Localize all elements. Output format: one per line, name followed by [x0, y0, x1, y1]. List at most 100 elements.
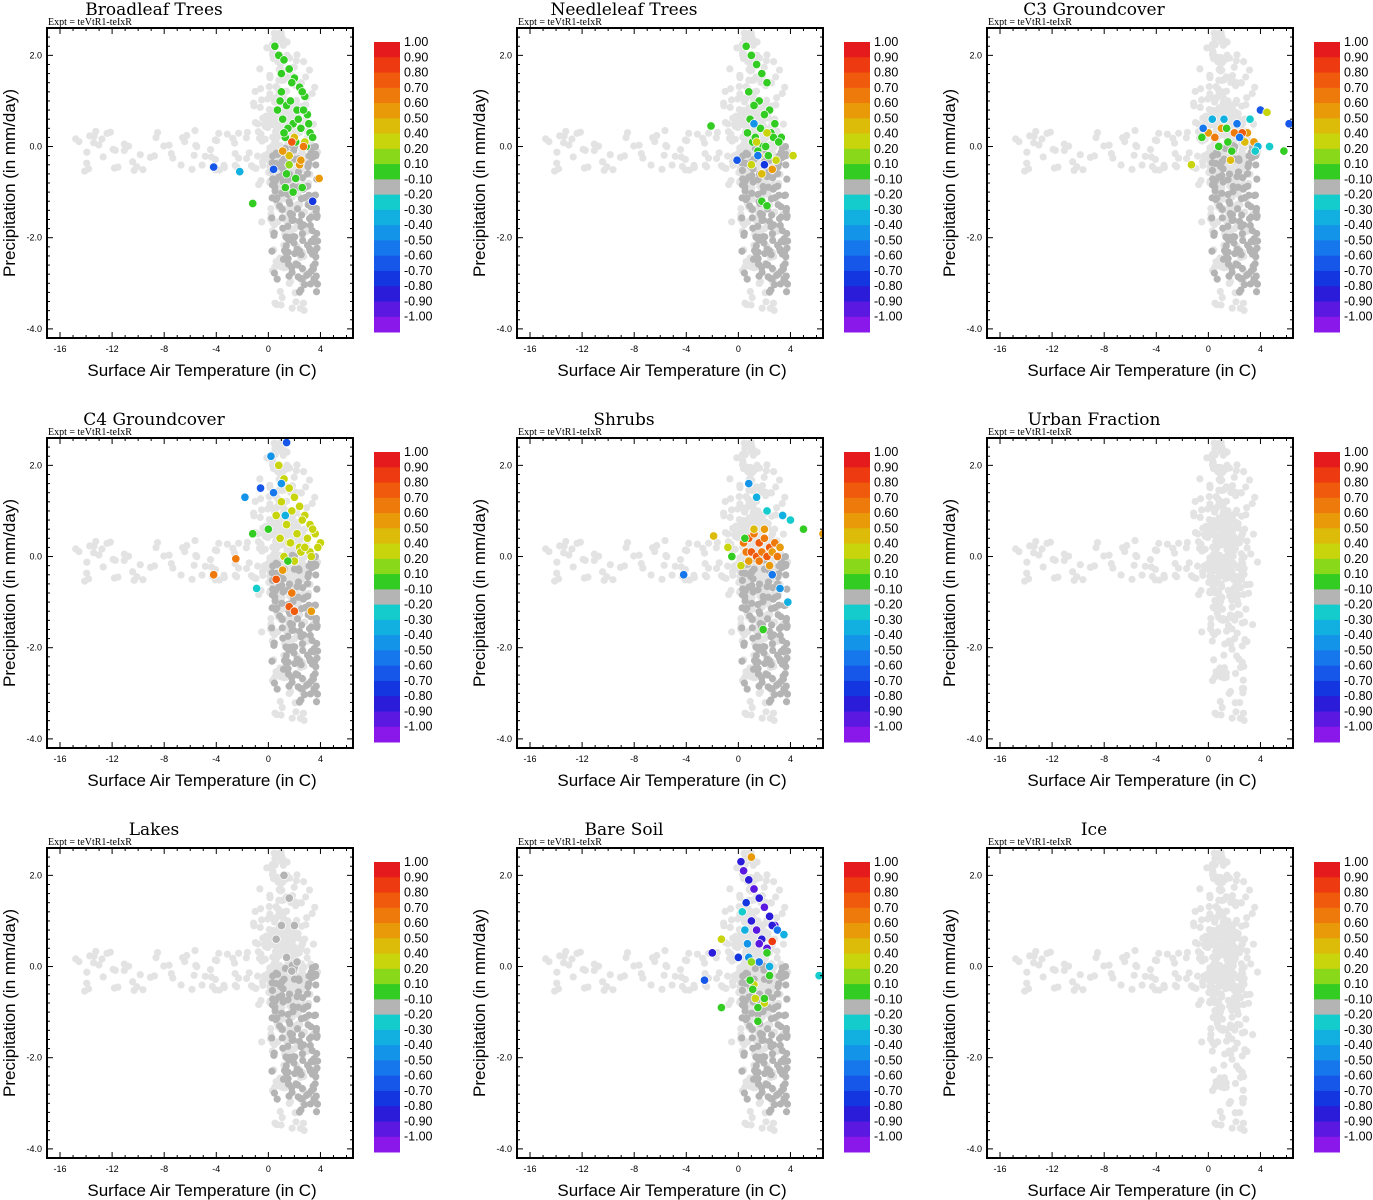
background-point	[734, 123, 742, 132]
data-point	[709, 531, 719, 541]
colorbar-label: 0.40	[1344, 537, 1368, 551]
colorbar-swatch	[844, 270, 870, 287]
neutral-point	[270, 231, 278, 239]
neutral-point	[298, 230, 307, 238]
colorbar-label: -0.80	[1344, 689, 1373, 703]
data-point	[752, 137, 762, 147]
y-tick-label: -4.0	[26, 734, 42, 744]
background-point	[165, 551, 173, 559]
neutral-point	[299, 646, 307, 655]
neutral-point	[782, 272, 790, 280]
background-point	[1070, 166, 1078, 174]
neutral-point	[782, 207, 790, 215]
data-point	[1232, 119, 1242, 129]
background-point	[1197, 587, 1205, 595]
colorbar-label: -0.30	[874, 613, 903, 627]
background-point	[580, 164, 589, 172]
background-point	[1043, 539, 1051, 547]
data-point	[741, 41, 751, 51]
background-point	[700, 549, 709, 557]
background-point	[1194, 152, 1202, 160]
data-point	[275, 96, 285, 106]
background-point	[286, 687, 295, 696]
background-point	[653, 541, 661, 550]
colorbar-label: -0.70	[874, 674, 903, 688]
background-point	[1207, 205, 1215, 213]
data-point	[285, 96, 296, 106]
background-point	[568, 545, 576, 553]
colorbar-label: 0.20	[404, 142, 428, 156]
colorbar-label: -0.10	[874, 172, 903, 186]
colorbar-swatch	[844, 543, 870, 560]
background-point	[299, 467, 308, 476]
background-point	[724, 530, 732, 538]
colorbar-label: -0.20	[1344, 188, 1373, 202]
colorbar-label: 0.90	[404, 460, 428, 474]
background-point	[193, 553, 201, 561]
background-point	[292, 877, 300, 885]
background-point	[1226, 687, 1235, 696]
neutral-point	[739, 175, 747, 183]
colorbar-swatch	[374, 270, 400, 287]
colorbar-swatch	[844, 164, 870, 180]
neutral-point	[750, 246, 759, 255]
background-point	[267, 205, 275, 213]
background-point	[1239, 299, 1248, 307]
background-point	[599, 568, 607, 576]
background-point	[1217, 673, 1225, 681]
background-point	[1205, 515, 1213, 524]
neutral-point	[783, 280, 792, 288]
background-point	[1216, 287, 1224, 296]
data-point	[276, 69, 286, 79]
colorbar-label: -0.30	[1344, 203, 1373, 217]
background-point	[1218, 703, 1226, 712]
background-point	[165, 141, 173, 149]
colorbar-swatch	[374, 57, 400, 74]
background-point	[1227, 75, 1235, 83]
colorbar-label: 1.00	[874, 35, 898, 49]
neutral-point	[776, 247, 784, 255]
background-point	[1128, 575, 1136, 583]
background-point	[272, 83, 280, 91]
background-point	[1238, 512, 1246, 520]
colorbar-swatch	[844, 225, 870, 241]
data-point	[767, 570, 777, 580]
neutral-point	[781, 670, 789, 678]
colorbar-swatch	[374, 286, 400, 302]
background-point	[1208, 563, 1216, 571]
neutral-point	[276, 612, 284, 620]
data-point	[788, 151, 798, 161]
background-point	[663, 553, 671, 561]
background-point	[1211, 95, 1219, 104]
colorbar-label: 0.10	[874, 157, 898, 171]
background-point	[177, 571, 185, 579]
background-point	[1105, 141, 1113, 149]
background-point	[735, 515, 743, 524]
background-point	[775, 66, 784, 74]
background-point	[146, 153, 155, 161]
background-point	[1206, 71, 1214, 79]
background-point	[234, 154, 243, 162]
background-point	[542, 545, 550, 553]
background-point	[1203, 44, 1211, 52]
neutral-point	[755, 682, 763, 690]
neutral-point	[297, 211, 306, 219]
background-point	[713, 538, 721, 547]
neutral-point	[777, 203, 785, 211]
background-point	[693, 130, 701, 138]
background-point	[256, 513, 264, 521]
background-point	[278, 293, 286, 302]
background-point	[272, 440, 280, 448]
background-point	[758, 304, 766, 312]
colorbar-label: -0.50	[874, 643, 903, 657]
background-point	[1199, 524, 1207, 532]
background-point	[1226, 164, 1234, 172]
background-point	[1228, 603, 1236, 611]
background-point	[98, 135, 106, 143]
background-point	[1023, 148, 1031, 156]
neutral-point	[763, 615, 772, 623]
data-point	[298, 105, 309, 115]
background-point	[1131, 536, 1139, 545]
data-point	[282, 520, 292, 530]
